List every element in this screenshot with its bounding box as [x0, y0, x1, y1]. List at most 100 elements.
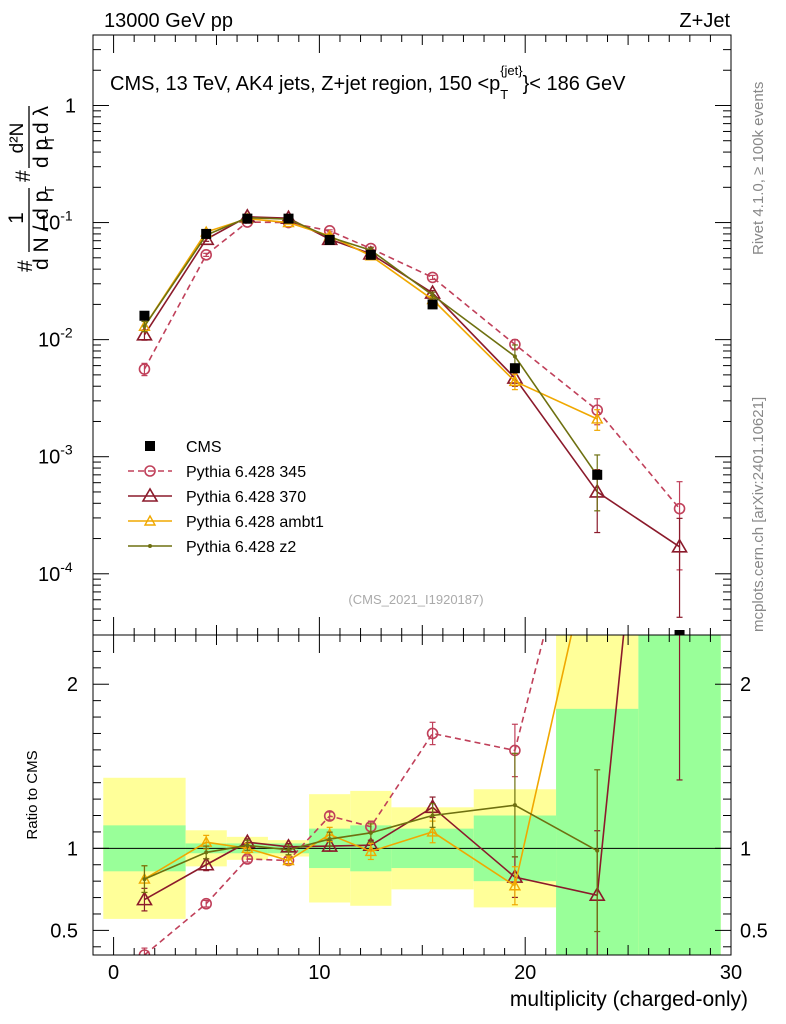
ratio-panel: 0.5 0.5 1 1 2 2 Ratio to CMS — [24, 76, 768, 956]
data-point — [283, 213, 294, 224]
ratio-tick-label-left: 1 — [67, 838, 78, 860]
data-point — [242, 213, 253, 224]
series-point — [430, 293, 435, 298]
legend-label: CMS — [186, 439, 222, 456]
ratio-frame — [92, 634, 732, 956]
ratio-point — [327, 837, 332, 842]
ratio-bands-layer — [93, 635, 731, 955]
legend-label: Pythia 6.428 ambt1 — [186, 514, 324, 531]
ratio-point — [142, 877, 147, 882]
legend-marker — [144, 465, 156, 477]
y-tick-label: 10-2 — [38, 325, 73, 352]
series-point — [426, 271, 439, 284]
x-tick-label: 30 — [720, 962, 742, 984]
main-series-layer — [136, 208, 688, 618]
legend-entry: CMS — [145, 439, 222, 456]
series-point — [200, 249, 212, 261]
ratio-point — [673, 76, 687, 88]
data-point — [365, 249, 376, 260]
legend-marker — [148, 544, 152, 548]
ratio-point — [241, 841, 254, 854]
ratio-tick-label-left: 0.5 — [50, 920, 78, 942]
ratio-series-3 — [141, 752, 601, 933]
svg-text:#: # — [14, 260, 37, 272]
series-point — [512, 354, 517, 359]
mcplots-label: mcplots.cern.ch [arXiv:2401.10621] — [750, 397, 767, 632]
data-point — [427, 299, 438, 310]
legend-label: Pythia 6.428 370 — [186, 489, 306, 506]
header-left: 13000 GeV pp — [104, 10, 233, 32]
svg-text:#: # — [12, 170, 35, 182]
series-point — [673, 502, 686, 515]
y-tick-label: 1 — [65, 95, 76, 117]
data-point — [592, 469, 603, 480]
main-y-axis-label: # 1 d N / d p T # d²N d p d λ T — [5, 105, 57, 272]
series-1 — [136, 208, 688, 618]
analysis-watermark: (CMS_2021_I1920187) — [348, 592, 483, 607]
rivet-version-label: Rivet 4.1.0, ≥ 100k events — [750, 82, 767, 255]
chart-title: CMS, 13 TeV, AK4 jets, Z+jet region, 150… — [110, 63, 626, 102]
data-point — [324, 234, 335, 245]
ratio-point — [200, 897, 212, 910]
ratio-point — [430, 813, 435, 818]
header-right: Z+Jet — [679, 10, 730, 32]
ratio-tick-label-right: 2 — [740, 674, 751, 696]
ratio-series-0 — [138, 635, 546, 955]
series-point — [142, 324, 147, 329]
legend-label: Pythia 6.428 345 — [186, 464, 306, 481]
ratio-line — [144, 635, 625, 901]
main-data-layer — [139, 213, 685, 635]
legend-marker — [143, 514, 157, 526]
ratio-y-axis-ticks: 0.5 0.5 1 1 2 2 — [50, 634, 768, 948]
ratio-point — [138, 949, 151, 955]
svg-text:T: T — [42, 186, 57, 194]
data-point — [139, 310, 150, 321]
legend-marker — [141, 487, 159, 502]
ratio-point — [368, 830, 373, 835]
ratio-point — [595, 848, 600, 853]
ratio-tick-label-right: 0.5 — [740, 920, 768, 942]
svg-text:d N / d p: d N / d p — [30, 191, 53, 270]
ratio-point — [321, 837, 339, 852]
series-point — [591, 412, 604, 424]
legend-entry: Pythia 6.428 370 — [128, 487, 306, 506]
ratio-point — [364, 844, 378, 857]
y-tick-label: 10-3 — [38, 442, 73, 469]
ratio-series-layer — [136, 76, 687, 955]
ratio-point — [323, 810, 336, 822]
legend-marker — [145, 441, 155, 451]
ratio-point — [197, 856, 215, 871]
legend-entry: Pythia 6.428 z2 — [128, 539, 296, 556]
legend-label: Pythia 6.428 z2 — [186, 539, 296, 556]
main-y-axis-ticks: 10-4 10-3 10-2 10-1 1 — [38, 34, 731, 636]
data-point — [201, 228, 212, 239]
main-panel: 10-4 10-3 10-2 10-1 1 CMS, 13 TeV, AK4 jets,… — [5, 34, 732, 636]
x-tick-label: 0 — [108, 962, 119, 984]
y-tick-label: 10-1 — [38, 208, 73, 235]
series-point — [138, 363, 151, 375]
ratio-point — [426, 727, 439, 740]
x-axis-label: multiplicity (charged-only) — [510, 988, 748, 1011]
x-tick-label: 10 — [308, 962, 330, 984]
ratio-point — [286, 847, 291, 852]
data-point — [509, 363, 520, 374]
svg-text:1: 1 — [5, 212, 28, 224]
legend-entry: Pythia 6.428 345 — [128, 464, 306, 481]
series-point — [508, 374, 522, 387]
ratio-tick-label-left: 2 — [67, 674, 78, 696]
ratio-point — [512, 803, 517, 808]
data-point — [674, 630, 685, 635]
ratio-point — [508, 879, 522, 891]
legend-entry: Pythia 6.428 ambt1 — [128, 514, 324, 531]
ratio-point — [241, 853, 254, 865]
svg-text:T: T — [42, 136, 57, 144]
ratio-point — [426, 825, 439, 837]
svg-text:d²N: d²N — [7, 123, 28, 154]
ratio-point — [204, 850, 209, 855]
x-tick-label: 20 — [514, 962, 536, 984]
ratio-line — [143, 635, 546, 955]
ratio-point — [245, 843, 250, 848]
svg-text:d λ: d λ — [30, 105, 53, 134]
ratio-point — [136, 891, 153, 906]
